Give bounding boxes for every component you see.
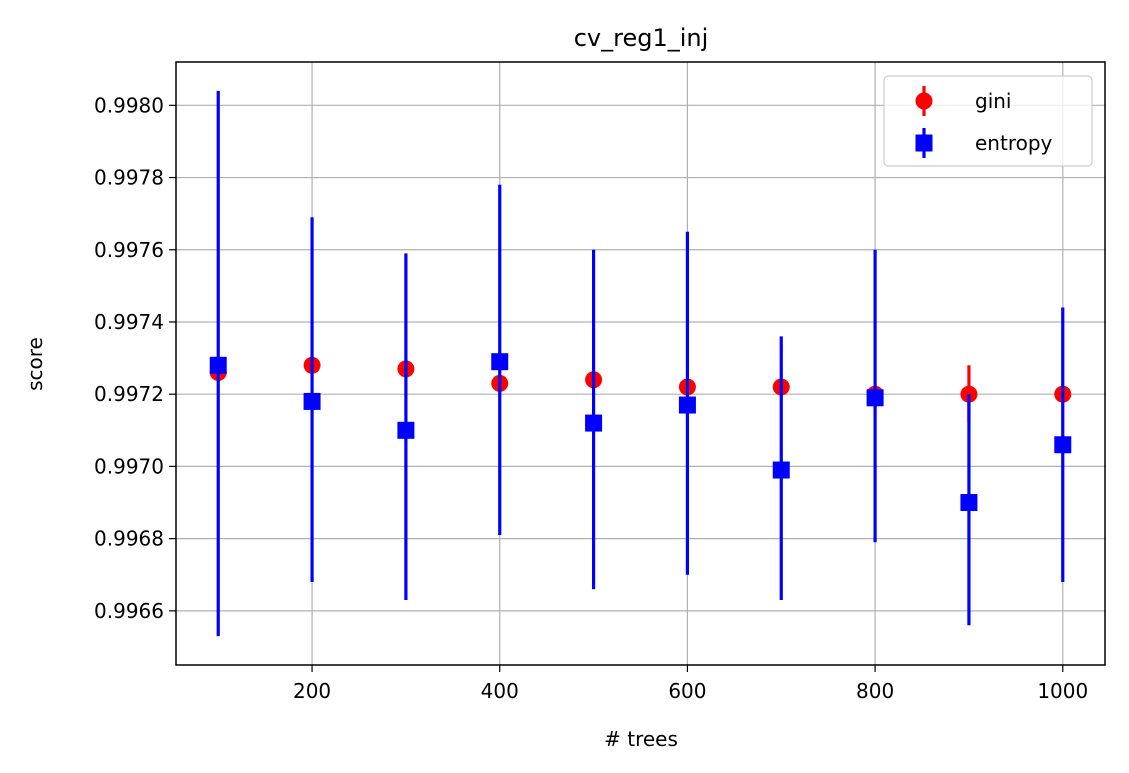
legend-marker-gini (915, 92, 933, 110)
legend-label-gini: gini (975, 89, 1011, 113)
series-entropy (209, 90, 1072, 637)
entropy-point (866, 389, 884, 407)
x-axis-ticks: 200 400 600 800 1000 (293, 665, 1088, 703)
y-tick-label: 0.9972 (94, 382, 164, 406)
legend: gini entropy (883, 75, 1093, 167)
legend-box (883, 75, 1093, 167)
legend-marker-entropy (915, 134, 933, 152)
x-tick-label: 1000 (1037, 679, 1088, 703)
x-tick-label: 800 (856, 679, 894, 703)
entropy-point (209, 356, 227, 374)
entropy-point (397, 421, 415, 439)
chart-title: cv_reg1_inj (574, 24, 709, 52)
x-tick-label: 600 (668, 679, 706, 703)
x-tick-label: 200 (293, 679, 331, 703)
y-tick-label: 0.9976 (94, 238, 164, 262)
plot-series (209, 90, 1072, 637)
y-tick-label: 0.9970 (94, 454, 164, 478)
entropy-point (1054, 436, 1072, 454)
entropy-point (678, 396, 696, 414)
y-tick-label: 0.9968 (94, 527, 164, 551)
x-tick-label: 400 (481, 679, 519, 703)
entropy-point (491, 353, 509, 371)
x-axis-label: # trees (604, 727, 678, 751)
entropy-point (585, 414, 603, 432)
y-tick-label: 0.9978 (94, 166, 164, 190)
entropy-point (772, 461, 790, 479)
plot-frame (175, 61, 1106, 666)
entropy-point (303, 392, 321, 410)
y-tick-label: 0.9980 (94, 93, 164, 117)
entropy-point (960, 494, 978, 512)
y-axis-label: score (23, 337, 47, 391)
y-tick-label: 0.9974 (94, 310, 164, 334)
y-tick-label: 0.9966 (94, 599, 164, 623)
legend-label-entropy: entropy (975, 131, 1053, 155)
y-axis-ticks: 0.9966 0.9968 0.9970 0.9972 0.9974 0.9976 0.99… (94, 93, 176, 623)
